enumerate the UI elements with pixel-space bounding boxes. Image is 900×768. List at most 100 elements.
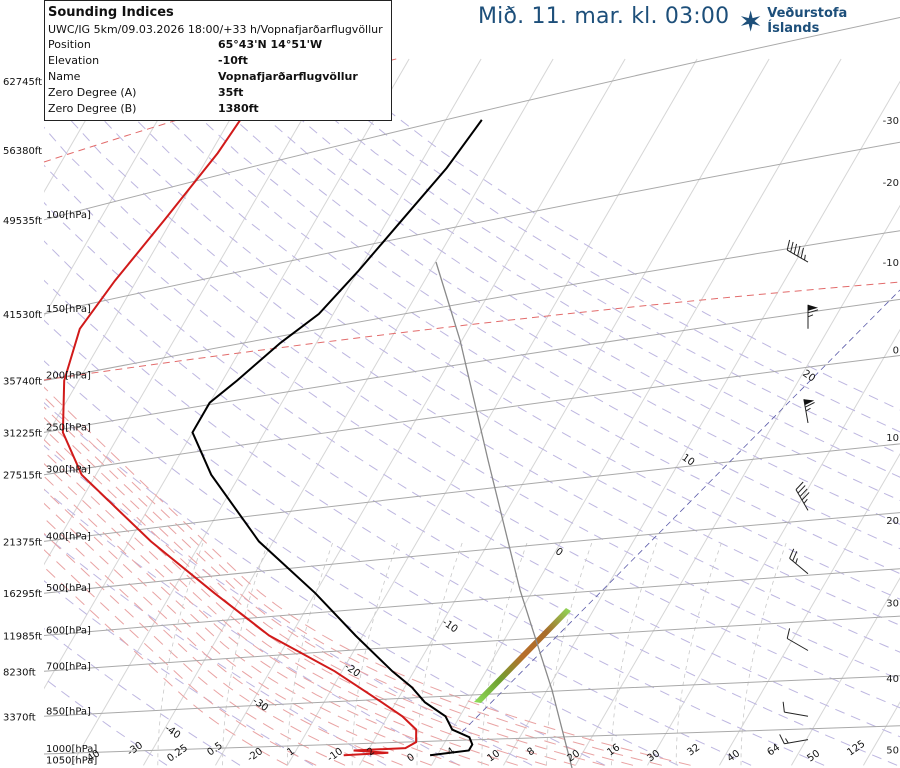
bottom-axis-label: 32 <box>685 742 702 758</box>
dewpoint-line <box>61 80 418 757</box>
dry-adiabat <box>44 533 387 766</box>
wind-barb <box>795 481 810 511</box>
barb-feather <box>790 241 794 253</box>
dry-adiabat <box>44 402 606 766</box>
bottom-axis-label: -20 <box>245 746 265 764</box>
bottom-axis-label: 50 <box>805 748 822 764</box>
dry-adiabat <box>44 488 460 766</box>
barb-feather <box>804 402 815 408</box>
isobar-line <box>43 568 900 636</box>
isotherm-line <box>44 58 50 69</box>
info-key: Name <box>48 70 81 83</box>
moist-adiabat <box>44 427 576 766</box>
isobar-line <box>43 512 900 594</box>
right-temp-label: 50 <box>886 745 899 756</box>
info-value: Vopnafjarðarflugvöllur <box>218 70 358 83</box>
isotherm-line <box>44 58 122 193</box>
barb-feather <box>800 247 804 259</box>
isotherm-line <box>359 58 770 766</box>
info-row-zero-a: Zero Degree (A) 35ft <box>48 85 387 101</box>
mixing-ratio-line <box>351 541 399 766</box>
info-key: Zero Degree (A) <box>48 86 137 99</box>
barb-feather <box>789 548 795 559</box>
isobar-line <box>43 355 900 476</box>
ft-label: 16295ft <box>3 589 42 600</box>
bottom-axis-label: 0.5 <box>205 740 224 758</box>
barb-feather <box>792 551 798 562</box>
grid-lines <box>44 58 900 766</box>
wind-barb <box>803 399 815 423</box>
bottom-axis-label: 125 <box>845 738 867 758</box>
ft-label: 11985ft <box>3 632 42 643</box>
info-value: 35ft <box>218 86 244 99</box>
isotherm-line <box>44 58 338 566</box>
dry-adiabat <box>136 58 900 550</box>
isotherm-line <box>287 58 698 766</box>
mixing-ratio-line <box>740 541 788 766</box>
vedurstofa-logo: Veðurstofa Íslands <box>738 6 900 36</box>
info-key: Zero Degree (B) <box>48 102 137 115</box>
forecast-time: Mið. 11. mar. kl. 03:00 <box>478 4 730 29</box>
axis-labels: 49535ft100[hPa]41530ft150[hPa]35740ft200… <box>3 77 899 766</box>
barb-half-feather <box>807 314 814 318</box>
sounding-indices-box: Sounding Indices UWC/IG 5km/09.03.2026 1… <box>44 0 392 121</box>
pressure-label: 400[hPa] <box>46 531 91 542</box>
logo-text: Veðurstofa Íslands <box>767 6 848 36</box>
barb-feather <box>795 481 804 490</box>
pressure-label: 1000[hPa] <box>46 744 97 755</box>
moist-adiabat <box>44 502 403 766</box>
dry-adiabat <box>198 58 900 501</box>
dry-adiabat <box>44 164 900 709</box>
isobars <box>43 17 900 755</box>
barb-feather <box>807 309 819 314</box>
isotherm-line <box>143 58 554 766</box>
ft-label: 8230ft <box>3 667 36 678</box>
mixing-ratio-line <box>416 541 464 766</box>
wind-barb <box>786 628 809 651</box>
bottom-axis-label: -10 <box>325 746 345 764</box>
right-temp-label: -10 <box>883 258 899 269</box>
dry-adiabat <box>44 319 752 766</box>
bottom-axis-label: 4 <box>445 746 457 759</box>
barb-staff <box>795 489 809 511</box>
bottom-axis-label: -30 <box>125 740 145 758</box>
moist-adiabat <box>44 450 518 766</box>
pressure-label: 1050[hPa] <box>46 755 97 766</box>
right-temp-label: 20 <box>886 516 899 527</box>
bottom-axis-label: 30 <box>645 748 662 764</box>
info-row-position: Position 65°43'N 14°51'W <box>48 37 387 53</box>
isotherm-label: -30 <box>250 696 270 714</box>
mixing-ratio-line <box>222 541 269 766</box>
isotherm-label: 0 <box>553 546 565 559</box>
ft-label: 21375ft <box>3 537 42 548</box>
isobar-line <box>43 443 900 542</box>
dry-adiabat <box>44 240 898 766</box>
pressure-label: 850[hPa] <box>46 706 91 717</box>
barb-half-feather <box>803 498 808 504</box>
barb-feather <box>797 245 801 257</box>
mixing-ratio-line <box>287 541 334 766</box>
freezing-line <box>43 281 900 381</box>
isotherm-line <box>575 204 900 766</box>
isotherm-line <box>791 577 900 766</box>
isobar-line <box>43 298 900 433</box>
barb-half-feather <box>785 738 789 744</box>
barb-half-feather <box>804 254 806 261</box>
barb-staff <box>786 638 809 651</box>
isotherm-label: -10 <box>440 617 460 635</box>
barb-feather <box>799 488 808 497</box>
barb-pennant <box>808 304 818 311</box>
pressure-label: 250[hPa] <box>46 422 91 433</box>
mixing-ratio-line <box>611 541 658 766</box>
dry-adiabat <box>45 58 900 626</box>
barb-staff <box>784 711 809 717</box>
dry-adiabat <box>259 58 900 455</box>
freezing-lines <box>43 57 900 733</box>
mixing-ratio-line <box>157 541 204 766</box>
dry-adiabat <box>75 58 900 600</box>
moist-adiabat <box>44 566 288 766</box>
barb-feather <box>779 734 785 744</box>
info-key: Position <box>48 38 91 51</box>
isotherm-line <box>647 328 900 766</box>
